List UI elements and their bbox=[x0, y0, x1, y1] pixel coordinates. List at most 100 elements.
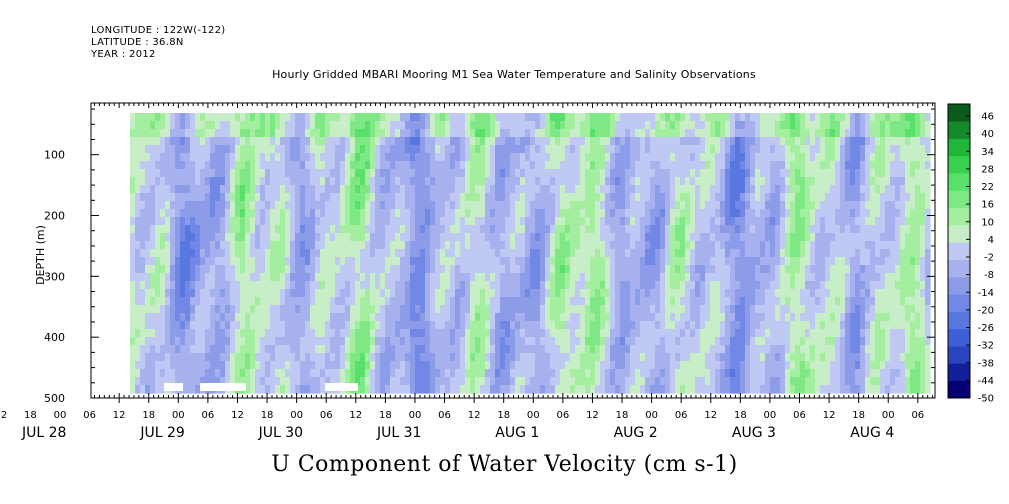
velocity-cell bbox=[790, 129, 796, 138]
velocity-cell bbox=[905, 137, 911, 146]
velocity-cell bbox=[175, 337, 181, 346]
velocity-cell bbox=[695, 257, 701, 266]
velocity-cell bbox=[420, 313, 426, 322]
velocity-cell bbox=[785, 273, 791, 282]
velocity-cell bbox=[250, 257, 256, 266]
velocity-cell bbox=[180, 225, 186, 234]
velocity-cell bbox=[865, 297, 871, 306]
velocity-cell bbox=[225, 177, 231, 186]
velocity-cell bbox=[905, 169, 911, 178]
velocity-cell bbox=[805, 137, 811, 146]
velocity-cell bbox=[535, 113, 541, 122]
velocity-cell bbox=[690, 289, 696, 298]
velocity-cell bbox=[620, 201, 626, 210]
velocity-cell bbox=[485, 177, 491, 186]
velocity-cell bbox=[865, 209, 871, 218]
velocity-cell bbox=[500, 241, 506, 250]
velocity-cell bbox=[455, 161, 461, 170]
velocity-cell bbox=[155, 297, 161, 306]
velocity-cell bbox=[590, 153, 596, 162]
velocity-cell bbox=[225, 361, 231, 370]
velocity-cell bbox=[180, 353, 186, 362]
velocity-cell bbox=[730, 297, 736, 306]
velocity-cell bbox=[595, 201, 601, 210]
velocity-cell bbox=[895, 313, 901, 322]
velocity-cell bbox=[415, 193, 421, 202]
velocity-cell bbox=[785, 313, 791, 322]
velocity-cell bbox=[745, 257, 751, 266]
velocity-cell bbox=[655, 153, 661, 162]
velocity-cell bbox=[435, 129, 441, 138]
velocity-cell bbox=[505, 193, 511, 202]
velocity-cell bbox=[485, 121, 491, 130]
velocity-cell bbox=[560, 225, 566, 234]
velocity-cell bbox=[400, 313, 406, 322]
velocity-cell bbox=[470, 217, 476, 226]
velocity-cell bbox=[435, 137, 441, 146]
velocity-cell bbox=[730, 193, 736, 202]
velocity-cell bbox=[660, 257, 666, 266]
velocity-cell bbox=[780, 353, 786, 362]
velocity-cell bbox=[160, 185, 166, 194]
velocity-cell bbox=[720, 281, 726, 290]
velocity-cell bbox=[290, 113, 296, 122]
velocity-cell bbox=[135, 305, 141, 314]
velocity-cell bbox=[245, 177, 251, 186]
velocity-cell bbox=[790, 233, 796, 242]
velocity-cell bbox=[670, 201, 676, 210]
velocity-cell bbox=[625, 145, 631, 154]
velocity-cell bbox=[215, 281, 221, 290]
velocity-cell bbox=[415, 321, 421, 330]
velocity-cell bbox=[335, 249, 341, 258]
velocity-cell bbox=[295, 177, 301, 186]
velocity-cell bbox=[465, 257, 471, 266]
velocity-cell bbox=[180, 193, 186, 202]
velocity-cell bbox=[450, 249, 456, 258]
velocity-cell bbox=[225, 313, 231, 322]
velocity-cell bbox=[580, 337, 586, 346]
velocity-cell bbox=[465, 121, 471, 130]
velocity-cell bbox=[855, 137, 861, 146]
velocity-cell bbox=[485, 129, 491, 138]
velocity-cell bbox=[215, 289, 221, 298]
velocity-cell bbox=[355, 177, 361, 186]
velocity-cell bbox=[875, 129, 881, 138]
velocity-cell bbox=[160, 129, 166, 138]
velocity-cell bbox=[395, 225, 401, 234]
velocity-cell bbox=[190, 313, 196, 322]
velocity-cell bbox=[195, 145, 201, 154]
velocity-cell bbox=[790, 353, 796, 362]
velocity-cell bbox=[520, 145, 526, 154]
velocity-cell bbox=[780, 153, 786, 162]
velocity-cell bbox=[365, 233, 371, 242]
velocity-cell bbox=[880, 353, 886, 362]
velocity-cell bbox=[215, 217, 221, 226]
velocity-cell bbox=[765, 177, 771, 186]
velocity-cell bbox=[295, 345, 301, 354]
velocity-cell bbox=[390, 113, 396, 122]
velocity-cell bbox=[605, 249, 611, 258]
velocity-cell bbox=[810, 217, 816, 226]
velocity-cell bbox=[855, 161, 861, 170]
velocity-cell bbox=[475, 201, 481, 210]
velocity-cell bbox=[630, 161, 636, 170]
velocity-cell bbox=[880, 145, 886, 154]
velocity-cell bbox=[280, 209, 286, 218]
velocity-cell bbox=[320, 161, 326, 170]
velocity-cell bbox=[530, 257, 536, 266]
velocity-cell bbox=[355, 145, 361, 154]
velocity-cell bbox=[820, 313, 826, 322]
velocity-cell bbox=[780, 121, 786, 130]
velocity-cell bbox=[545, 273, 551, 282]
velocity-cell bbox=[325, 129, 331, 138]
velocity-cell bbox=[550, 129, 556, 138]
velocity-cell bbox=[435, 321, 441, 330]
velocity-cell bbox=[865, 161, 871, 170]
velocity-cell bbox=[380, 113, 386, 122]
velocity-cell bbox=[905, 217, 911, 226]
velocity-cell bbox=[315, 297, 321, 306]
velocity-cell bbox=[750, 137, 756, 146]
velocity-cell bbox=[710, 169, 716, 178]
velocity-cell bbox=[510, 233, 516, 242]
velocity-cell bbox=[165, 129, 171, 138]
